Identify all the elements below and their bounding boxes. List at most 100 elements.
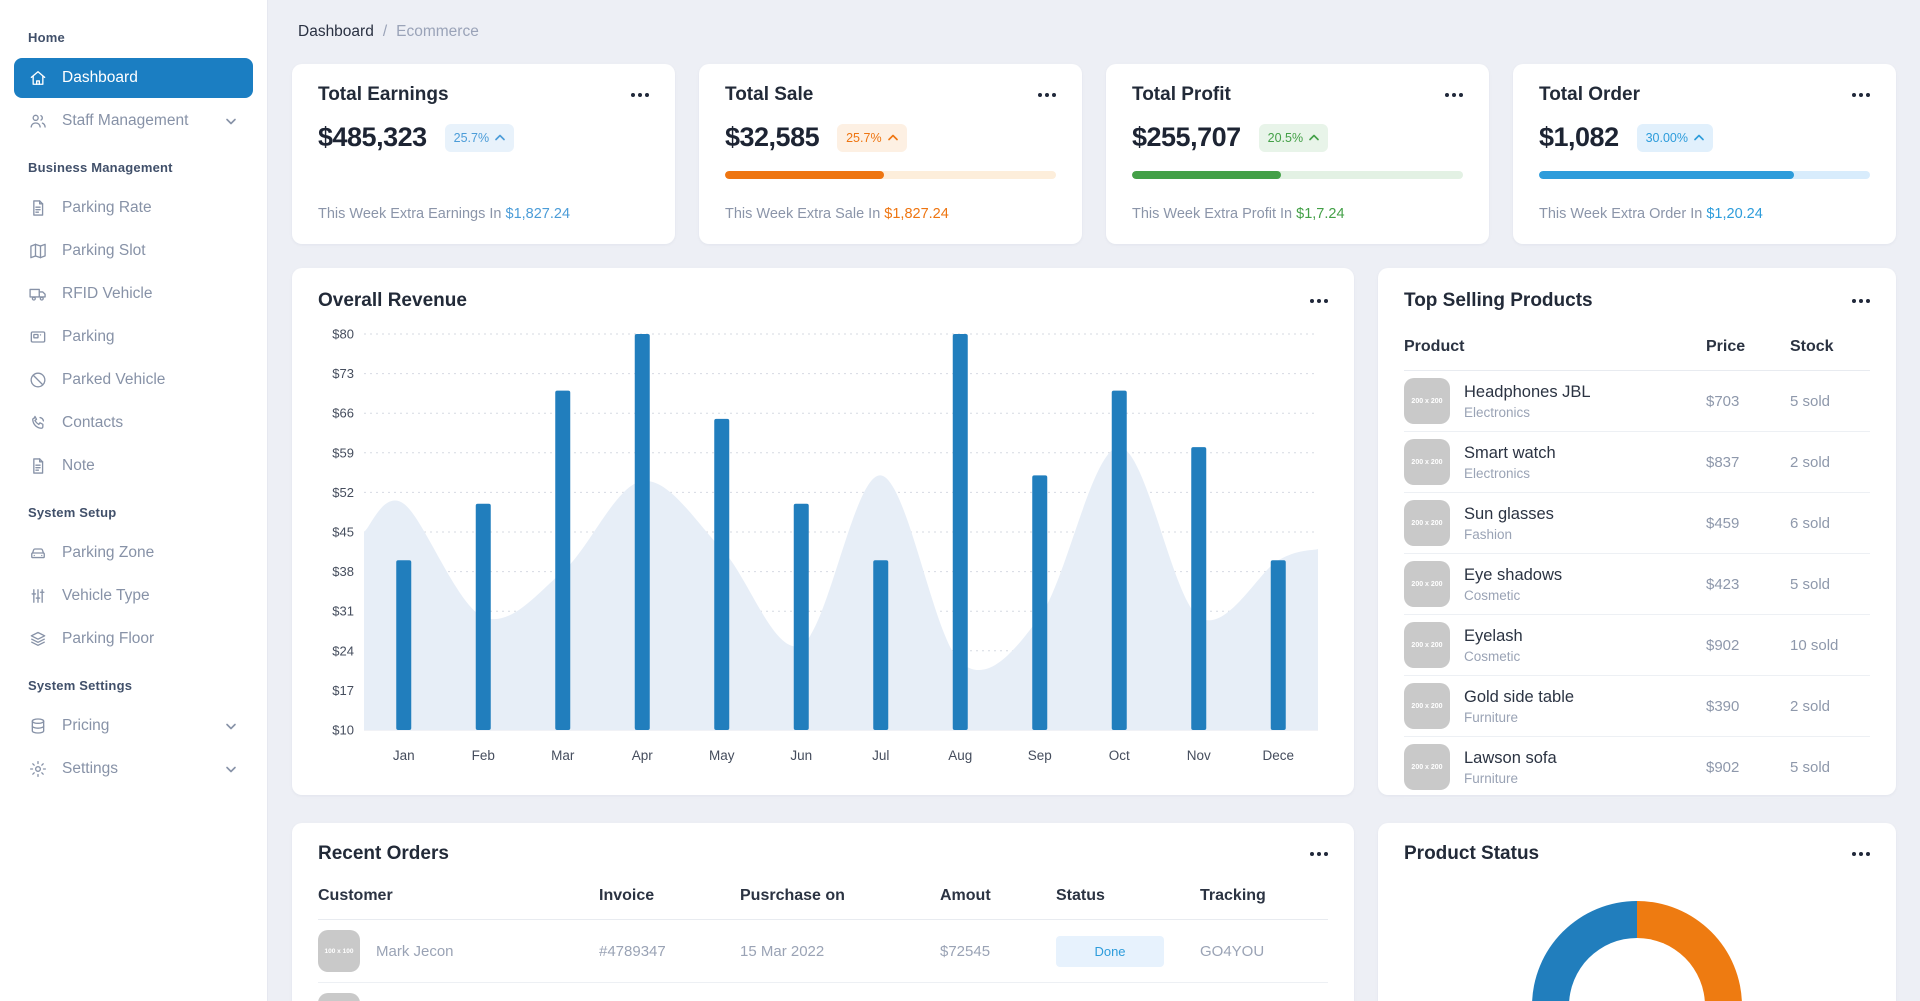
more-options-button[interactable] [1852,89,1870,101]
more-options-button[interactable] [631,89,649,101]
sidebar-item-parking-floor[interactable]: Parking Floor [14,619,253,659]
product-cell: 200 x 200Headphones JBLElectronics [1404,378,1706,424]
revenue-bar-jun[interactable] [794,504,809,730]
sidebar-item-label: Settings [62,760,118,778]
sidebar-item-contacts[interactable]: Contacts [14,403,253,443]
customer-cell: 100 x 100 [318,993,599,1001]
main-content: Dashboard / Ecommerce Total Earnings$485… [268,0,1920,1001]
stat-value: $485,323 [318,122,427,153]
recent-orders-card: Recent Orders CustomerInvoicePusrchase o… [292,823,1354,1001]
column-header-pusrchase-on: Pusrchase on [740,887,940,905]
sidebar-item-parking-zone[interactable]: Parking Zone [14,533,253,573]
more-options-button[interactable] [1310,295,1328,307]
product-category: Furniture [1464,771,1557,786]
sidebar-item-settings[interactable]: Settings [14,749,253,789]
revenue-bar-sep[interactable] [1032,475,1047,730]
revenue-bar-dece[interactable] [1271,560,1286,730]
y-axis-tick: $80 [332,327,354,342]
product-status-header: Product Status [1404,843,1870,865]
revenue-bar-jul[interactable] [873,560,888,730]
more-options-button[interactable] [1310,848,1328,860]
revenue-bar-apr[interactable] [635,334,650,730]
stat-footer-amount: $1,7.24 [1296,206,1344,222]
product-category: Cosmetic [1464,649,1523,664]
product-name: Smart watch [1464,444,1556,463]
more-options-button[interactable] [1445,89,1463,101]
card-icon [28,327,48,347]
top-selling-header: Top Selling Products [1404,290,1870,312]
revenue-chart: $80$73$66$59$52$45$38$31$24$17$10JanFebM… [318,320,1328,780]
product-stock: 10 sold [1790,637,1870,654]
top-selling-card: Top Selling Products ProductPriceStock20… [1378,268,1896,795]
product-name: Gold side table [1464,688,1574,707]
sidebar-item-parking-slot[interactable]: Parking Slot [14,231,253,271]
users-icon [28,111,48,131]
table-row-partial[interactable]: 100 x 100 [318,983,1328,1001]
product-category: Electronics [1464,405,1591,420]
table-row-mark-jecon[interactable]: 100 x 100Mark Jecon#478934715 Mar 2022$7… [318,920,1328,983]
layers-icon [28,629,48,649]
table-row-smart-watch[interactable]: 200 x 200Smart watchElectronics$8372 sol… [1404,432,1870,493]
caret-up-icon [495,134,505,141]
table-row-headphones-jbl[interactable]: 200 x 200Headphones JBLElectronics$7035 … [1404,371,1870,432]
revenue-bar-mar[interactable] [555,391,570,730]
stat-change-badge: 25.7% [445,124,514,152]
product-text: Headphones JBLElectronics [1464,383,1591,420]
revenue-bar-may[interactable] [714,419,729,730]
x-axis-label-sep: Sep [1028,748,1052,763]
stat-card-header: Total Earnings [318,84,649,106]
product-stock: 2 sold [1790,454,1870,471]
customer-cell: 100 x 100Mark Jecon [318,930,599,972]
stat-footer: This Week Extra Order In $1,20.24 [1539,206,1870,222]
sidebar-section-label-system-settings: System Settings [0,662,267,703]
product-price: $837 [1706,454,1790,471]
sidebar-item-dashboard[interactable]: Dashboard [14,58,253,98]
progress-track [725,171,1056,179]
more-options-button[interactable] [1852,848,1870,860]
product-cell: 200 x 200Sun glassesFashion [1404,500,1706,546]
sidebar-item-label: Parking Slot [62,242,146,260]
table-row-lawson-sofa[interactable]: 200 x 200Lawson sofaFurniture$9025 sold [1404,737,1870,798]
x-axis-label-feb: Feb [472,748,495,763]
top-selling-title: Top Selling Products [1404,290,1593,312]
sidebar-item-staff-management[interactable]: Staff Management [14,101,253,141]
product-name: Eyelash [1464,627,1523,646]
sidebar-item-rfid-vehicle[interactable]: RFID Vehicle [14,274,253,314]
revenue-bar-jan[interactable] [396,560,411,730]
revenue-bar-aug[interactable] [953,334,968,730]
sidebar-item-parked-vehicle[interactable]: Parked Vehicle [14,360,253,400]
stat-value-row: $485,323 25.7% [318,122,649,153]
product-stock: 5 sold [1790,576,1870,593]
product-text: Eyelash Cosmetic [1464,627,1523,664]
more-options-button[interactable] [1852,295,1870,307]
revenue-bar-oct[interactable] [1112,391,1127,730]
sidebar-item-parking[interactable]: Parking [14,317,253,357]
breadcrumb-current[interactable]: Dashboard [298,23,374,41]
product-category: Fashion [1464,527,1554,542]
sidebar-section-label-business-management: Business Management [0,144,267,185]
stat-value-row: $32,58525.7% [725,122,1056,153]
product-category: Furniture [1464,710,1574,725]
stat-footer-amount: $1,20.24 [1706,206,1762,222]
sidebar-item-label: Contacts [62,414,123,432]
database-icon [28,716,48,736]
stat-footer: This Week Extra Earnings In $1,827.24 [318,206,649,222]
sidebar-item-pricing[interactable]: Pricing [14,706,253,746]
table-row-sun-glasses[interactable]: 200 x 200Sun glassesFashion$4596 sold [1404,493,1870,554]
recent-orders-header: Recent Orders [318,843,1328,865]
revenue-bar-nov[interactable] [1191,447,1206,730]
table-row-eyelash[interactable]: 200 x 200EyelashCosmetic$90210 sold [1404,615,1870,676]
table-row-eye-shadows[interactable]: 200 x 200Eye shadowsCosmetic$4235 sold [1404,554,1870,615]
sidebar-item-note[interactable]: Note [14,446,253,486]
column-header-product: Product [1404,338,1706,356]
table-row-gold-side-table[interactable]: 200 x 200Gold side tableFurniture$3902 s… [1404,676,1870,737]
sidebar-item-parking-rate[interactable]: Parking Rate [14,188,253,228]
stat-value-row: $255,70720.5% [1132,122,1463,153]
revenue-bar-feb[interactable] [476,504,491,730]
sidebar-item-vehicle-type[interactable]: Vehicle Type [14,576,253,616]
gear-icon [28,759,48,779]
product-status-donut-chart[interactable] [1532,901,1742,1001]
order-purchase-date: 15 Mar 2022 [740,943,940,960]
y-axis-tick: $24 [332,643,354,658]
more-options-button[interactable] [1038,89,1056,101]
